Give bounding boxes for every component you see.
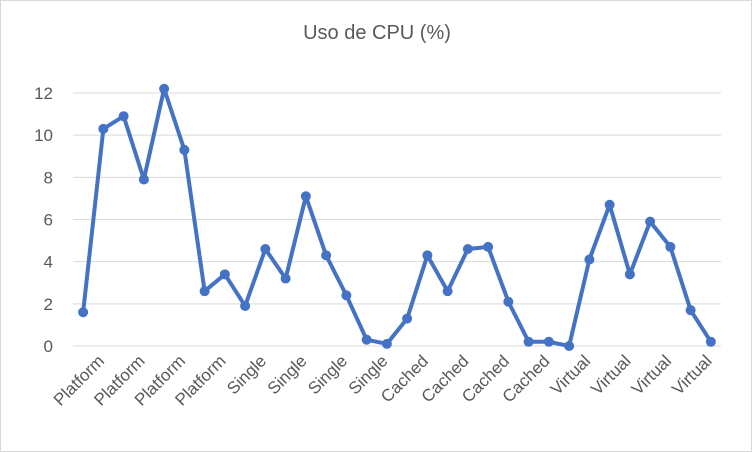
- y-tick-label: 12: [34, 84, 53, 103]
- data-point: [381, 338, 392, 349]
- data-point: [645, 216, 656, 227]
- y-tick-label: 6: [44, 211, 53, 230]
- data-point: [98, 123, 109, 134]
- y-tick-label: 4: [44, 253, 53, 272]
- x-tick-label: Virtual: [587, 351, 634, 398]
- data-point: [199, 286, 210, 297]
- data-point: [462, 244, 473, 255]
- data-point: [260, 244, 271, 255]
- data-point: [503, 296, 514, 307]
- x-tick-label: Single: [223, 351, 270, 398]
- x-tick-label: Virtual: [628, 351, 675, 398]
- data-point: [280, 273, 291, 284]
- data-point: [543, 336, 554, 347]
- x-tick-label: Virtual: [547, 351, 594, 398]
- data-point: [78, 307, 89, 318]
- x-axis-ticks: PlatformPlatformPlatformPlatformSingleSi…: [50, 351, 716, 409]
- data-point: [361, 334, 372, 345]
- x-tick-label: Virtual: [668, 351, 715, 398]
- data-point: [219, 269, 230, 280]
- y-axis-ticks: 0 2 4 6 8 10 12: [34, 84, 53, 356]
- data-point: [240, 300, 251, 311]
- data-point: [422, 250, 433, 261]
- x-tick-label: Single: [264, 351, 311, 398]
- data-point: [564, 341, 575, 351]
- y-tick-label: 0: [44, 337, 53, 356]
- data-point: [665, 241, 676, 252]
- gridlines: [73, 92, 721, 347]
- data-point: [341, 290, 352, 301]
- data-point: [624, 269, 635, 280]
- data-point: [402, 313, 413, 324]
- series-line: [81, 86, 713, 348]
- data-point: [685, 305, 696, 316]
- data-point: [118, 111, 129, 122]
- chart-title: Uso de CPU (%): [303, 22, 451, 44]
- x-tick-label: Single: [304, 351, 351, 398]
- y-tick-label: 2: [44, 295, 53, 314]
- y-tick-label: 8: [44, 168, 53, 187]
- data-point: [300, 191, 311, 202]
- data-point: [321, 250, 332, 261]
- data-point: [138, 174, 149, 185]
- data-point: [705, 336, 716, 347]
- data-point: [604, 199, 615, 210]
- data-point: [442, 286, 453, 297]
- y-tick-label: 10: [34, 126, 53, 145]
- data-point: [523, 336, 534, 347]
- data-point: [584, 254, 595, 265]
- series-layer: [78, 83, 716, 351]
- data-point: [159, 83, 170, 94]
- data-point: [179, 144, 190, 155]
- data-point: [483, 241, 494, 252]
